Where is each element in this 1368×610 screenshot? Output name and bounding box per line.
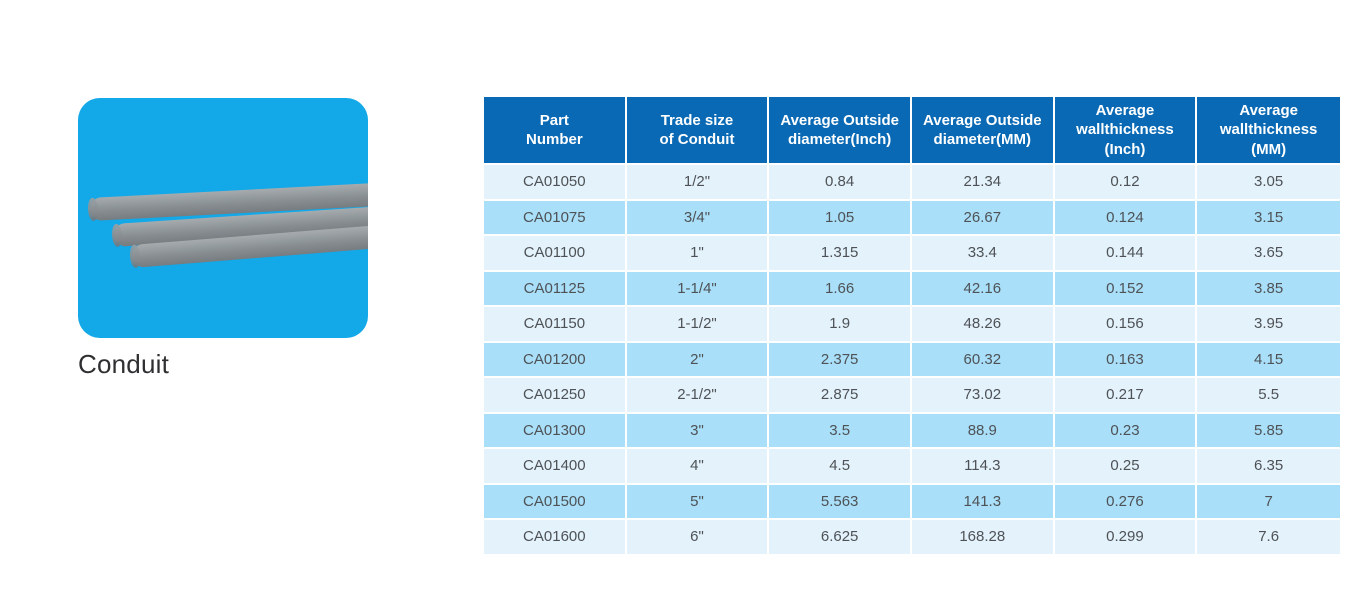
table-cell: 0.23 [1054, 411, 1198, 447]
table-cell: 0.299 [1054, 518, 1198, 554]
table-cell: 2.875 [769, 376, 912, 412]
table-cell: 3.05 [1197, 163, 1340, 199]
table-row: CA01125 1-1/4" 1.66 42.16 0.152 3.85 [484, 269, 1340, 305]
table-cell: 2-1/2" [626, 376, 770, 412]
table-cell: 4.5 [769, 447, 912, 483]
table-cell: 3.15 [1197, 198, 1340, 234]
col-header-wallthickness-inch: Average wallthickness (Inch) [1054, 97, 1198, 163]
table-cell: 26.67 [911, 198, 1055, 234]
table-cell: 0.156 [1054, 305, 1198, 341]
table-row: CA01600 6" 6.625 168.28 0.299 7.6 [484, 518, 1340, 554]
table-row: CA01500 5" 5.563 141.3 0.276 7 [484, 482, 1340, 518]
table-cell: 6" [626, 518, 770, 554]
table-cell: 5.5 [1197, 376, 1340, 412]
table-cell: 0.276 [1054, 482, 1198, 518]
table-cell: 88.9 [911, 411, 1055, 447]
table-cell: 0.217 [1054, 376, 1198, 412]
table-body: CA01050 1/2" 0.84 21.34 0.12 3.05 CA01075 3/4" 1… [484, 163, 1340, 554]
table-cell: CA01150 [484, 305, 627, 341]
table-row: CA01100 1" 1.315 33.4 0.144 3.65 [484, 234, 1340, 270]
table-cell: 3.5 [769, 411, 912, 447]
table-cell: 0.25 [1054, 447, 1198, 483]
table-cell: CA01125 [484, 269, 627, 305]
table-cell: 0.84 [769, 163, 912, 199]
table-cell: 0.152 [1054, 269, 1198, 305]
table-row: CA01400 4" 4.5 114.3 0.25 6.35 [484, 447, 1340, 483]
product-image [78, 98, 368, 338]
table-cell: 1-1/4" [626, 269, 770, 305]
table-cell: 1.315 [769, 234, 912, 270]
table-cell: CA01200 [484, 340, 627, 376]
table-cell: 42.16 [911, 269, 1055, 305]
table-cell: CA01600 [484, 518, 627, 554]
table-cell: 1.9 [769, 305, 912, 341]
table-cell: CA01400 [484, 447, 627, 483]
col-header-wallthickness-mm: Average wallthickness (MM) [1197, 97, 1340, 163]
table-cell: 114.3 [911, 447, 1055, 483]
col-header-outside-dia-mm: Average Outside diameter(MM) [911, 97, 1055, 163]
table-cell: 3.95 [1197, 305, 1340, 341]
table-cell: CA01100 [484, 234, 627, 270]
table-cell: CA01075 [484, 198, 627, 234]
table-row: CA01150 1-1/2" 1.9 48.26 0.156 3.95 [484, 305, 1340, 341]
table-cell: 2" [626, 340, 770, 376]
table-cell: 7.6 [1197, 518, 1340, 554]
table-cell: 0.163 [1054, 340, 1198, 376]
table-cell: CA01050 [484, 163, 627, 199]
table-row: CA01050 1/2" 0.84 21.34 0.12 3.05 [484, 163, 1340, 199]
table-cell: 5.563 [769, 482, 912, 518]
table-cell: 0.144 [1054, 234, 1198, 270]
table-cell: 4.15 [1197, 340, 1340, 376]
table-cell: 7 [1197, 482, 1340, 518]
table-cell: 0.12 [1054, 163, 1198, 199]
table-row: CA01200 2" 2.375 60.32 0.163 4.15 [484, 340, 1340, 376]
table-cell: 3.85 [1197, 269, 1340, 305]
table-cell: 4" [626, 447, 770, 483]
col-header-trade-size: Trade size of Conduit [626, 97, 770, 163]
table-cell: 48.26 [911, 305, 1055, 341]
table-cell: 3.65 [1197, 234, 1340, 270]
table-cell: 1" [626, 234, 770, 270]
table-cell: 73.02 [911, 376, 1055, 412]
table-cell: 5.85 [1197, 411, 1340, 447]
table-cell: 5" [626, 482, 770, 518]
table-cell: 2.375 [769, 340, 912, 376]
table-cell: 0.124 [1054, 198, 1198, 234]
table-cell: 33.4 [911, 234, 1055, 270]
table-cell: 3/4" [626, 198, 770, 234]
conduit-spec-table: Part Number Trade size of Conduit Averag… [484, 97, 1340, 554]
table-row: CA01075 3/4" 1.05 26.67 0.124 3.15 [484, 198, 1340, 234]
product-name-label: Conduit [78, 349, 170, 379]
table-cell: 1/2" [626, 163, 770, 199]
table-cell: 1-1/2" [626, 305, 770, 341]
table-row: CA01250 2-1/2" 2.875 73.02 0.217 5.5 [484, 376, 1340, 412]
table-cell: 6.35 [1197, 447, 1340, 483]
table-cell: 141.3 [911, 482, 1055, 518]
table-cell: 3" [626, 411, 770, 447]
table-cell: 168.28 [911, 518, 1055, 554]
table-cell: CA01300 [484, 411, 627, 447]
table-header-row: Part Number Trade size of Conduit Averag… [484, 97, 1340, 163]
table-cell: 1.05 [769, 198, 912, 234]
col-header-part-number: Part Number [484, 97, 627, 163]
table-row: CA01300 3" 3.5 88.9 0.23 5.85 [484, 411, 1340, 447]
table-cell: CA01250 [484, 376, 627, 412]
table-cell: 6.625 [769, 518, 912, 554]
table-cell: 60.32 [911, 340, 1055, 376]
col-header-outside-dia-inch: Average Outside diameter(Inch) [769, 97, 912, 163]
table-cell: CA01500 [484, 482, 627, 518]
table-cell: 21.34 [911, 163, 1055, 199]
table-cell: 1.66 [769, 269, 912, 305]
